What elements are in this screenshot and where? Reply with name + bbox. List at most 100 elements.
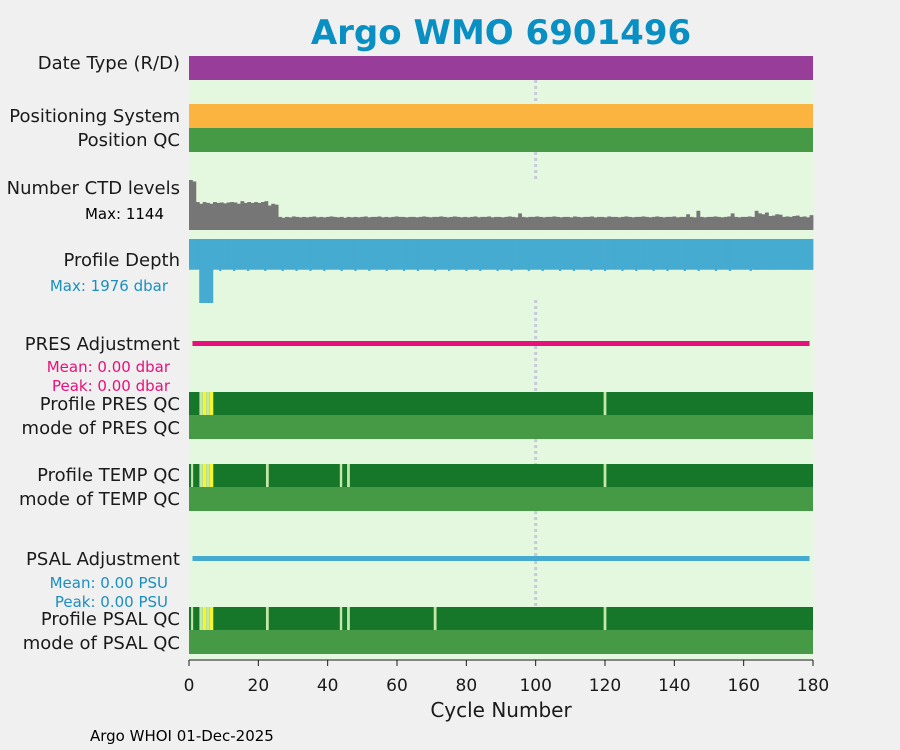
depth-bar bbox=[523, 239, 527, 270]
qc-segment-profile-pres-qc-4 bbox=[603, 392, 607, 415]
depth-bar bbox=[393, 239, 398, 270]
ctd-level-bar bbox=[250, 202, 255, 230]
ctd-level-bar bbox=[274, 204, 279, 230]
depth-bar bbox=[424, 239, 429, 270]
qc-segment-profile-temp-qc-0 bbox=[191, 464, 194, 487]
x-tick-label: 40 bbox=[317, 676, 339, 696]
depth-bar bbox=[506, 239, 510, 270]
depth-bar bbox=[437, 239, 442, 270]
ctd-level-bar bbox=[267, 205, 272, 230]
depth-bar bbox=[529, 239, 534, 270]
ctd-level-bar bbox=[391, 216, 396, 230]
ctd-level-bar bbox=[669, 216, 673, 230]
ctd-level-bar bbox=[600, 216, 605, 230]
depth-bar bbox=[656, 239, 660, 270]
depth-bar bbox=[257, 239, 262, 270]
ctd-level-bar bbox=[597, 216, 601, 230]
ctd-level-bar bbox=[501, 217, 505, 230]
depth-bar bbox=[700, 239, 705, 270]
qc-segment-profile-psal-qc-7 bbox=[347, 607, 350, 630]
depth-bar bbox=[209, 239, 214, 303]
qc-segment-profile-psal-qc-0 bbox=[191, 607, 194, 630]
depth-bar bbox=[567, 239, 572, 270]
ctd-level-bar bbox=[230, 202, 234, 230]
depth-bar bbox=[345, 239, 350, 270]
ctd-level-bar bbox=[411, 216, 416, 230]
label-psal-mean: Mean: 0.00 PSU bbox=[50, 574, 168, 592]
depth-bar bbox=[468, 239, 473, 270]
footer-credit: Argo WHOI 01-Dec-2025 bbox=[90, 727, 274, 745]
qc-segment-profile-pres-qc-1 bbox=[202, 392, 207, 415]
qc-segment-profile-temp-qc-4 bbox=[209, 464, 214, 487]
ctd-level-bar bbox=[538, 216, 543, 230]
depth-bar bbox=[632, 239, 637, 270]
x-tick-label: 160 bbox=[727, 676, 759, 696]
label-pres-adjustment: PRES Adjustment bbox=[25, 334, 180, 355]
label-profile-temp-qc: Profile TEMP QC bbox=[37, 465, 180, 486]
ctd-level-bar bbox=[617, 217, 622, 230]
ctd-level-bar bbox=[237, 203, 241, 230]
depth-bar bbox=[356, 239, 360, 270]
depth-bar bbox=[635, 239, 640, 270]
bar-date-type bbox=[189, 56, 813, 80]
ctd-level-bar bbox=[243, 202, 248, 230]
depth-bar bbox=[311, 239, 316, 270]
depth-bar bbox=[366, 239, 371, 270]
depth-bar bbox=[645, 239, 650, 270]
depth-spike bbox=[340, 239, 343, 271]
ctd-level-bar bbox=[302, 216, 306, 230]
depth-spike bbox=[496, 239, 499, 271]
line-pres-adjustment bbox=[192, 341, 810, 346]
depth-bar bbox=[618, 239, 623, 270]
depth-bar bbox=[219, 239, 224, 270]
ctd-level-bar bbox=[741, 216, 745, 230]
ctd-level-bar bbox=[627, 216, 632, 230]
ctd-level-bar bbox=[744, 216, 749, 230]
depth-spike bbox=[541, 239, 544, 271]
label-pres-mean: Mean: 0.00 dbar bbox=[47, 358, 171, 376]
ctd-level-bar bbox=[645, 216, 649, 230]
depth-spike bbox=[714, 239, 718, 271]
depth-bar bbox=[212, 239, 217, 270]
ctd-level-bar bbox=[322, 217, 327, 230]
ctd-level-bar bbox=[545, 216, 550, 230]
ctd-level-bar bbox=[477, 217, 481, 230]
depth-bar bbox=[386, 239, 391, 270]
ctd-level-bar bbox=[291, 216, 296, 230]
depth-bar bbox=[547, 239, 551, 270]
depth-bar bbox=[475, 239, 480, 270]
depth-bar bbox=[669, 239, 674, 270]
label-position-qc: Position QC bbox=[77, 130, 180, 151]
depth-bar bbox=[379, 239, 384, 270]
depth-spike bbox=[385, 239, 388, 271]
depth-bar bbox=[737, 239, 742, 270]
depth-bar bbox=[516, 239, 521, 270]
ctd-level-bar bbox=[470, 216, 474, 230]
ctd-level-bar bbox=[219, 202, 224, 230]
depth-bar bbox=[291, 239, 296, 270]
ctd-level-bar bbox=[226, 202, 231, 230]
label-profile-psal-qc: Profile PSAL QC bbox=[41, 609, 180, 630]
ctd-level-bar bbox=[398, 216, 402, 230]
depth-bar bbox=[243, 239, 248, 270]
depth-bar bbox=[420, 239, 425, 270]
ctd-level-bar bbox=[552, 216, 557, 230]
ctd-level-bar bbox=[422, 216, 426, 230]
qc-segment-profile-psal-qc-2 bbox=[202, 607, 207, 630]
ctd-level-bar bbox=[206, 202, 210, 230]
ctd-level-bar bbox=[562, 216, 567, 230]
ctd-level-bar bbox=[528, 216, 533, 230]
depth-spike bbox=[323, 239, 326, 271]
depth-bar bbox=[362, 239, 367, 270]
depth-bar bbox=[472, 239, 476, 270]
ctd-level-bar bbox=[442, 216, 447, 230]
ctd-level-bar bbox=[778, 214, 783, 230]
depth-bar bbox=[543, 239, 548, 270]
ctd-level-bar bbox=[463, 216, 468, 230]
qc-segment-profile-psal-qc-1 bbox=[199, 607, 203, 630]
depth-bar bbox=[680, 239, 684, 270]
ctd-level-bar bbox=[261, 202, 265, 230]
bar-profile-temp-qc bbox=[189, 464, 813, 487]
label-date-type: Date Type (R/D) bbox=[38, 53, 180, 74]
ctd-level-bar bbox=[401, 216, 406, 230]
